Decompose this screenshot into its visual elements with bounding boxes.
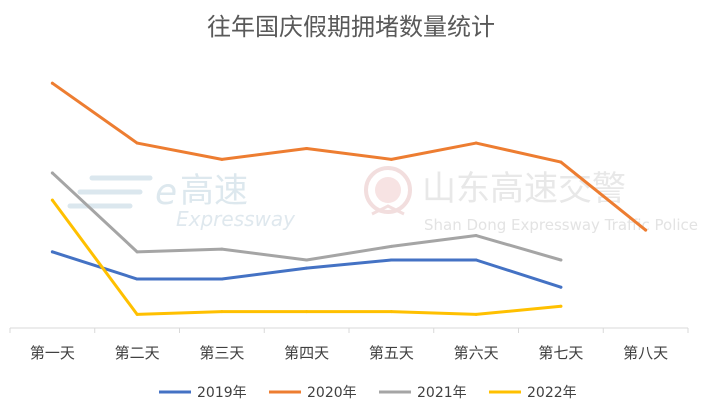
- data-point: [50, 250, 54, 254]
- chart-title: 往年国庆假期拥堵数量统计: [207, 13, 495, 41]
- data-point: [644, 228, 648, 232]
- data-point: [389, 258, 393, 262]
- data-point: [305, 266, 309, 270]
- data-point: [559, 285, 563, 289]
- x-tick-label: 第八天: [623, 344, 668, 362]
- legend-item: 2019年: [159, 385, 247, 401]
- watermark-traffic-police: 山东高速交警 Shan Dong Expressway Traffic Poli…: [364, 166, 698, 234]
- data-point: [389, 310, 393, 314]
- data-point: [389, 244, 393, 248]
- data-point: [305, 146, 309, 150]
- x-tick-label: 第五天: [369, 344, 414, 362]
- data-point: [135, 312, 139, 316]
- data-point: [474, 312, 478, 316]
- data-point: [220, 277, 224, 281]
- series-line-2020年: [50, 81, 648, 232]
- x-tick-label: 第七天: [538, 344, 583, 362]
- data-point: [559, 304, 563, 308]
- x-axis-ticks: 第一天 第二天 第三天 第四天 第五天 第六天 第七天 第八天: [9, 328, 689, 362]
- data-point: [50, 81, 54, 85]
- data-point: [305, 258, 309, 262]
- data-point: [220, 247, 224, 251]
- x-tick-label: 第二天: [115, 344, 160, 362]
- data-point: [305, 310, 309, 314]
- data-point: [50, 198, 54, 202]
- legend-item: 2021年: [379, 385, 467, 401]
- data-point: [559, 160, 563, 164]
- expressway-logo-icon: [67, 175, 153, 209]
- watermark-brand1-sub: Expressway: [176, 207, 296, 231]
- watermark-brand1-name: 高速: [180, 171, 248, 211]
- plot-area: [50, 81, 648, 316]
- data-point: [220, 157, 224, 161]
- legend-item: 2020年: [269, 385, 357, 401]
- legend: 2019年 2020年 2021年 2022年: [159, 385, 577, 401]
- data-point: [135, 277, 139, 281]
- data-point: [50, 171, 54, 175]
- legend-label: 2022年: [527, 385, 577, 401]
- x-tick-label: 第三天: [199, 344, 244, 362]
- data-point: [474, 258, 478, 262]
- x-tick-label: 第一天: [30, 344, 75, 362]
- legend-label: 2020年: [307, 385, 357, 401]
- data-point: [220, 310, 224, 314]
- x-tick-label: 第六天: [454, 344, 499, 362]
- legend-item: 2022年: [489, 385, 577, 401]
- data-point: [474, 234, 478, 238]
- legend-label: 2019年: [197, 385, 247, 401]
- watermark-brand2-sub: Shan Dong Expressway Traffic Police: [424, 216, 698, 234]
- watermark-expressway: e 高速 Expressway: [67, 171, 296, 231]
- watermark-brand2-name: 山东高速交警: [422, 169, 626, 209]
- data-point: [474, 141, 478, 145]
- x-tick-label: 第四天: [284, 344, 329, 362]
- data-point: [135, 141, 139, 145]
- data-point: [389, 157, 393, 161]
- legend-label: 2021年: [417, 385, 467, 401]
- data-point: [559, 258, 563, 262]
- watermark-brand1-mark: e: [155, 172, 177, 213]
- police-emblem-icon: [364, 166, 412, 216]
- data-point: [135, 250, 139, 254]
